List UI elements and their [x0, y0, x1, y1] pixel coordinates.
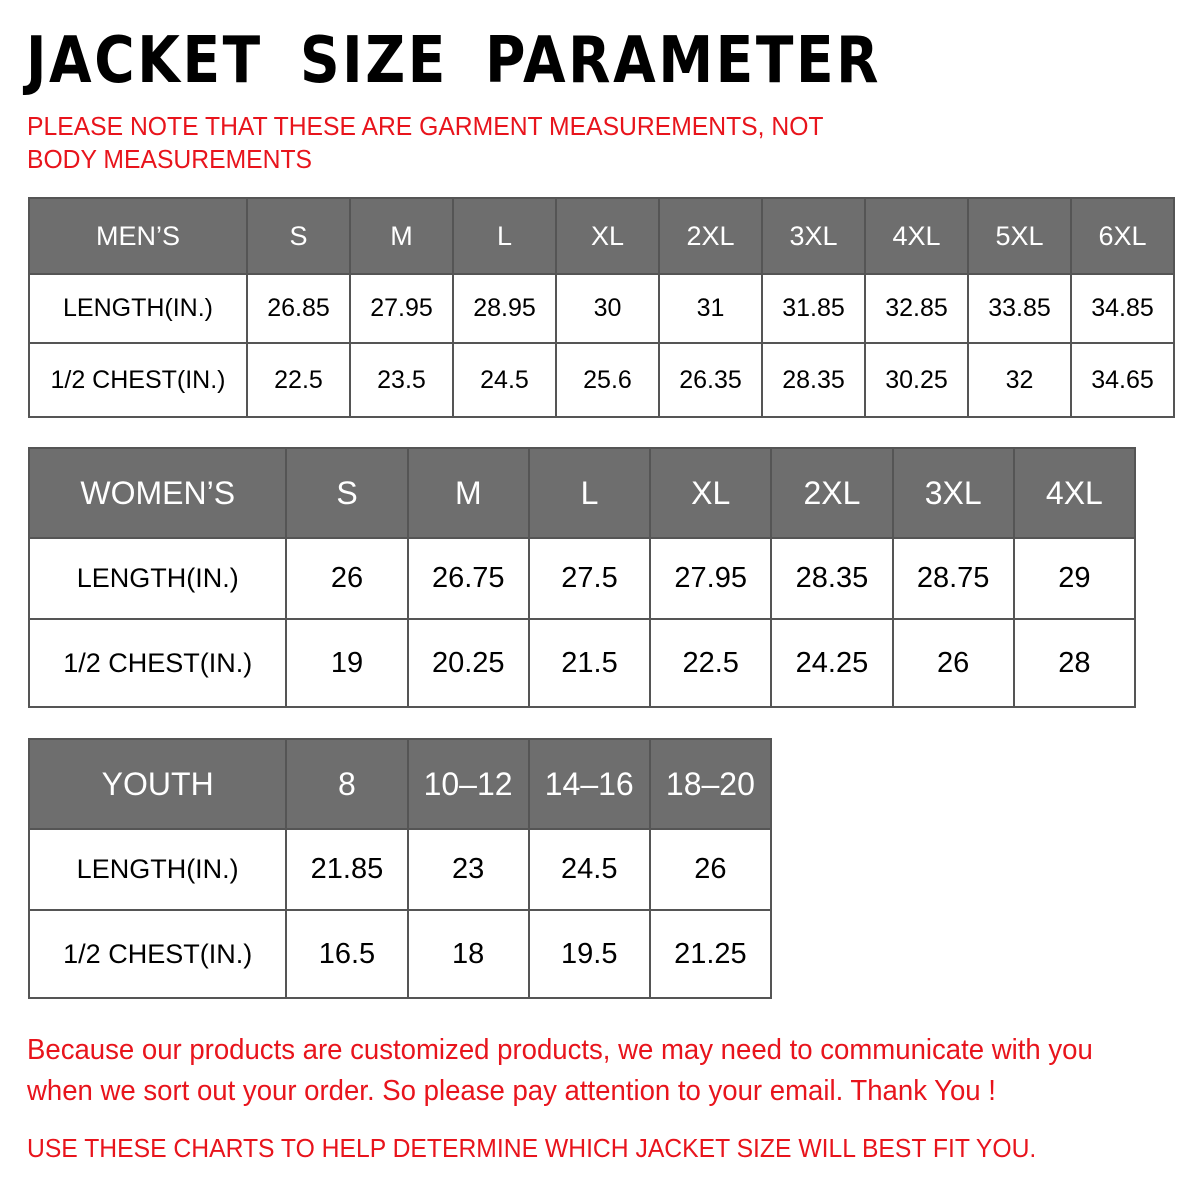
category-label: WOMEN’S: [27, 447, 288, 539]
measurement-value: 26: [891, 618, 1015, 708]
size-header: XL: [555, 197, 660, 275]
measurement-label: 1/2 CHEST(IN.): [27, 909, 288, 999]
measurement-value: 26.75: [406, 537, 530, 620]
page-title: JACKET SIZE PARAMETER: [26, 24, 882, 98]
measurement-value: 23.5: [349, 342, 454, 418]
measurement-value: 31.85: [761, 273, 866, 344]
measurement-value: 26: [648, 828, 773, 911]
size-header: 8: [285, 738, 409, 830]
size-header: 10–12: [406, 738, 530, 830]
size-header: 18–20: [648, 738, 773, 830]
notice-line-2: when we sort out your order. So please p…: [27, 1075, 996, 1107]
measurement-value: 22.5: [246, 342, 351, 418]
customization-notice: Because our products are customized prod…: [27, 1030, 1093, 1112]
header-row: MEN’S S M L XL 2XL 3XL 4XL 5XL 6XL: [28, 197, 1175, 275]
measurement-value: 25.6: [555, 342, 660, 418]
measurement-value: 27.5: [527, 537, 652, 620]
measurement-value: 31: [658, 273, 763, 344]
size-header: XL: [649, 447, 773, 539]
measurement-value: 34.65: [1070, 342, 1175, 418]
measurement-value: 32.85: [864, 273, 969, 344]
measurement-value: 18: [406, 909, 530, 999]
size-header: 4XL: [1012, 447, 1137, 539]
notice-line-1: Because our products are customized prod…: [27, 1034, 1093, 1066]
size-header: S: [246, 197, 351, 275]
size-header: 2XL: [770, 447, 894, 539]
garment-note: PLEASE NOTE THAT THESE ARE GARMENT MEASU…: [27, 111, 824, 174]
table-row: LENGTH(IN.) 26.85 27.95 28.95 30 31 31.85 32.85…: [28, 273, 1175, 344]
measurement-value: 33.85: [967, 273, 1072, 344]
size-header: 3XL: [891, 447, 1015, 539]
measurement-value: 28: [1012, 618, 1137, 708]
size-header: 4XL: [864, 197, 969, 275]
measurement-value: 19.5: [527, 909, 651, 999]
measurement-label: 1/2 CHEST(IN.): [28, 342, 248, 418]
measurement-value: 24.5: [452, 342, 557, 418]
table-row: LENGTH(IN.) 26 26.75 27.5 27.95 28.35 28.75 29: [27, 537, 1137, 620]
measurement-value: 28.95: [452, 273, 557, 344]
measurement-value: 28.35: [761, 342, 866, 418]
youth-size-table: YOUTH 8 10–12 14–16 18–20 LENGTH(IN.) 21.85 23 2…: [27, 738, 773, 999]
size-header: S: [285, 447, 409, 539]
measurement-value: 26.85: [246, 273, 351, 344]
measurement-value: 21.5: [527, 618, 652, 708]
measurement-label: LENGTH(IN.): [27, 537, 288, 620]
measurement-value: 30.25: [864, 342, 969, 418]
size-header: 6XL: [1070, 197, 1175, 275]
header-row: YOUTH 8 10–12 14–16 18–20: [27, 738, 773, 830]
table-row: 1/2 CHEST(IN.) 22.5 23.5 24.5 25.6 26.35 28.35…: [28, 342, 1175, 418]
measurement-value: 26: [285, 537, 409, 620]
measurement-value: 28.35: [770, 537, 894, 620]
table-row: LENGTH(IN.) 21.85 23 24.5 26: [27, 828, 773, 911]
measurement-value: 30: [555, 273, 660, 344]
measurement-label: LENGTH(IN.): [28, 273, 248, 344]
measurement-value: 22.5: [649, 618, 773, 708]
size-header: 14–16: [527, 738, 651, 830]
womens-size-table: WOMEN’S S M L XL 2XL 3XL 4XL LENGTH(IN.) 26 26.75 2…: [27, 447, 1137, 708]
mens-size-table: MEN’S S M L XL 2XL 3XL 4XL 5XL 6XL LENGTH(IN.) 26.8…: [28, 197, 1175, 418]
header-row: WOMEN’S S M L XL 2XL 3XL 4XL: [27, 447, 1137, 539]
measurement-value: 24.25: [770, 618, 894, 708]
table-row: 1/2 CHEST(IN.) 19 20.25 21.5 22.5 24.25 26 28: [27, 618, 1137, 708]
measurement-value: 34.85: [1070, 273, 1175, 344]
measurement-value: 20.25: [406, 618, 530, 708]
measurement-value: 27.95: [649, 537, 773, 620]
measurement-value: 27.95: [349, 273, 454, 344]
chart-usage-note: USE THESE CHARTS TO HELP DETERMINE WHICH…: [27, 1133, 1037, 1163]
measurement-value: 21.25: [648, 909, 773, 999]
size-header: L: [452, 197, 557, 275]
measurement-value: 19: [285, 618, 409, 708]
measurement-value: 28.75: [891, 537, 1015, 620]
measurement-label: 1/2 CHEST(IN.): [27, 618, 288, 708]
category-label: YOUTH: [27, 738, 288, 830]
measurement-label: LENGTH(IN.): [27, 828, 288, 911]
measurement-value: 32: [967, 342, 1072, 418]
measurement-value: 29: [1012, 537, 1137, 620]
size-header: M: [406, 447, 530, 539]
measurement-value: 23: [406, 828, 530, 911]
size-header: L: [527, 447, 652, 539]
measurement-value: 16.5: [285, 909, 409, 999]
size-header: 5XL: [967, 197, 1072, 275]
size-header: M: [349, 197, 454, 275]
size-header: 2XL: [658, 197, 763, 275]
measurement-value: 24.5: [527, 828, 651, 911]
measurement-value: 26.35: [658, 342, 763, 418]
table-row: 1/2 CHEST(IN.) 16.5 18 19.5 21.25: [27, 909, 773, 999]
size-header: 3XL: [761, 197, 866, 275]
category-label: MEN’S: [28, 197, 248, 275]
measurement-value: 21.85: [285, 828, 409, 911]
